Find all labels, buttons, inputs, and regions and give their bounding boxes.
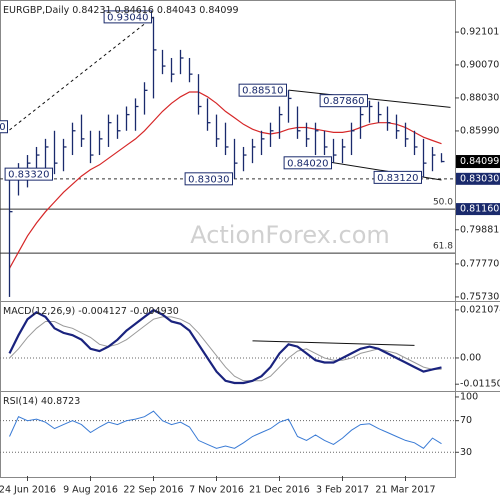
header-value: 0.84231 [72,5,111,16]
x-tick-label: 3 Feb 2017 [316,485,369,496]
header-title: RSI(14) [3,396,38,407]
level-label: 0.81160 [460,204,499,215]
header-value: -0.004127 [78,306,127,317]
y-tick-label: 0.85990 [460,125,499,136]
annotation-box [319,94,369,108]
y-tick-label: 0.79881 [460,224,499,235]
annotation-label: 0.83320 [8,170,49,181]
header-title: MACD(12,26,9) [3,306,75,317]
annotation-box [4,167,54,181]
y-tick-label: 0.00 [460,352,481,363]
y-tick-label: 100 [460,391,478,402]
current-price: 0.84099 [460,156,499,167]
annotation-label: 0.87860 [323,96,364,107]
header-value: 40.8723 [41,396,80,407]
panel-header: RSI(14) 40.8723 [3,396,80,407]
annotation-label: 0 [0,122,6,133]
x-tick-label: 21 Mar 2017 [375,485,435,496]
y-tick-label: 0.92101 [460,27,499,38]
level-box [456,203,500,216]
y-tick-label: 0.021074 [460,304,500,315]
plot-frame [0,0,456,478]
current-price-box [456,155,500,169]
annotation-label: 0.88510 [242,86,283,97]
annotation-label: 0.93040 [107,12,148,23]
indicator-line [9,316,442,382]
level-box [456,172,500,185]
y-tick-label: 0.88030 [460,92,499,103]
x-tick-label: 24 Jun 2016 [0,485,56,496]
panel-header: MACD(12,26,9) -0.004127 -0.004930 [3,306,179,317]
y-tick-label: 70 [460,415,472,426]
annotation-box [238,83,288,97]
trendline [9,16,154,131]
annotation-box [283,156,333,170]
header-value: 0.84616 [115,5,154,16]
y-tick-label: -0.011507 [460,379,500,390]
header-value: 0.84099 [199,5,238,16]
fib-label: 61.8 [433,242,453,252]
annotation-label: 0.83030 [188,174,229,185]
annotation-label: 0.84020 [287,158,328,169]
indicator-line [9,410,442,449]
ma-line [8,91,442,269]
x-tick-label: 7 Nov 2016 [189,485,244,496]
trendline [288,89,451,108]
panel-header: EURGBP,Daily 0.84231 0.84616 0.84043 0.8… [3,5,239,16]
x-tick-label: 21 Dec 2016 [249,485,310,496]
x-tick-label: 9 Aug 2016 [63,485,118,496]
y-tick-label: 30 [460,447,472,458]
header-value: 0.84043 [157,5,196,16]
trendline [252,340,415,346]
annotation-box [373,170,423,184]
annotation-box [0,120,8,134]
fib-label: 50.0 [433,198,453,208]
annotation-box [103,10,152,24]
y-tick-label: 0.90070 [460,59,499,70]
annotation-box [184,172,234,186]
header-value: -0.004930 [130,306,179,317]
annotation-label: 0.83120 [377,173,418,184]
header-title: EURGBP,Daily [3,5,70,16]
y-tick-label: 0.75730 [460,291,499,302]
y-tick-label: 0.77770 [460,258,499,269]
watermark: ActionForex.com [190,221,390,249]
level-label: 0.83030 [460,173,499,184]
x-tick-label: 22 Sep 2016 [123,485,183,496]
indicator-line [8,308,442,385]
